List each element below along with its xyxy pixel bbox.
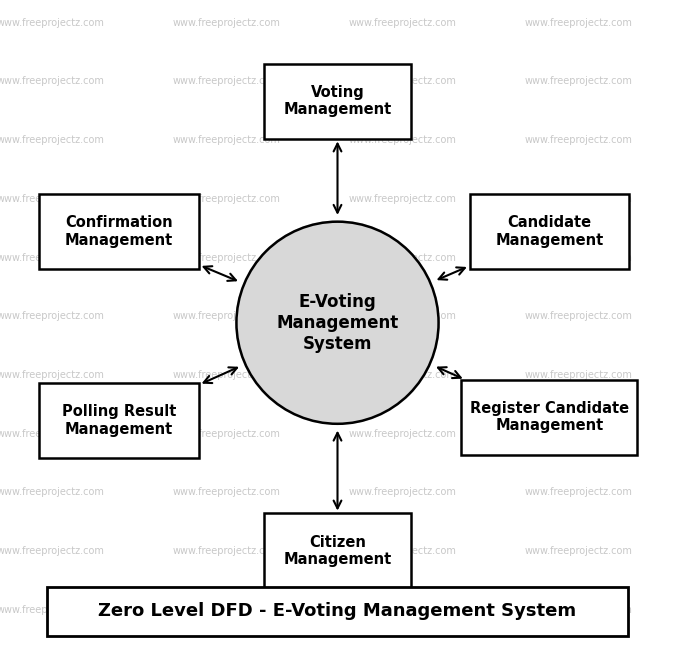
Text: www.freeprojectz.com: www.freeprojectz.com [349,428,456,439]
Text: www.freeprojectz.com: www.freeprojectz.com [349,18,456,28]
Text: www.freeprojectz.com: www.freeprojectz.com [349,76,456,87]
Text: www.freeprojectz.com: www.freeprojectz.com [173,428,281,439]
Text: www.freeprojectz.com: www.freeprojectz.com [524,546,632,556]
Text: www.freeprojectz.com: www.freeprojectz.com [173,252,281,263]
Text: www.freeprojectz.com: www.freeprojectz.com [0,546,105,556]
Text: www.freeprojectz.com: www.freeprojectz.com [349,311,456,321]
Text: www.freeprojectz.com: www.freeprojectz.com [524,76,632,87]
Text: www.freeprojectz.com: www.freeprojectz.com [173,194,281,204]
Text: www.freeprojectz.com: www.freeprojectz.com [173,546,281,556]
Text: www.freeprojectz.com: www.freeprojectz.com [524,604,632,615]
Text: www.freeprojectz.com: www.freeprojectz.com [349,546,456,556]
FancyBboxPatch shape [470,194,629,269]
FancyBboxPatch shape [462,379,637,455]
Text: www.freeprojectz.com: www.freeprojectz.com [173,370,281,380]
Text: www.freeprojectz.com: www.freeprojectz.com [349,370,456,380]
Text: www.freeprojectz.com: www.freeprojectz.com [173,18,281,28]
Text: www.freeprojectz.com: www.freeprojectz.com [0,135,105,145]
Text: www.freeprojectz.com: www.freeprojectz.com [173,76,281,87]
Text: Zero Level DFD - E-Voting Management System: Zero Level DFD - E-Voting Management Sys… [99,602,576,620]
Text: Confirmation
Management: Confirmation Management [65,215,173,248]
Text: www.freeprojectz.com: www.freeprojectz.com [0,487,105,497]
Text: www.freeprojectz.com: www.freeprojectz.com [173,311,281,321]
Text: www.freeprojectz.com: www.freeprojectz.com [0,76,105,87]
Text: www.freeprojectz.com: www.freeprojectz.com [173,604,281,615]
Text: www.freeprojectz.com: www.freeprojectz.com [0,311,105,321]
Text: www.freeprojectz.com: www.freeprojectz.com [524,194,632,204]
Text: www.freeprojectz.com: www.freeprojectz.com [524,428,632,439]
Text: www.freeprojectz.com: www.freeprojectz.com [524,487,632,497]
Text: Candidate
Management: Candidate Management [495,215,603,248]
Text: www.freeprojectz.com: www.freeprojectz.com [349,252,456,263]
Text: www.freeprojectz.com: www.freeprojectz.com [173,487,281,497]
Text: www.freeprojectz.com: www.freeprojectz.com [349,604,456,615]
Text: www.freeprojectz.com: www.freeprojectz.com [524,370,632,380]
Text: www.freeprojectz.com: www.freeprojectz.com [524,135,632,145]
Text: www.freeprojectz.com: www.freeprojectz.com [524,18,632,28]
Text: www.freeprojectz.com: www.freeprojectz.com [0,18,105,28]
Text: www.freeprojectz.com: www.freeprojectz.com [349,487,456,497]
Text: E-Voting
Management
System: E-Voting Management System [276,293,399,353]
FancyBboxPatch shape [39,194,199,269]
Text: www.freeprojectz.com: www.freeprojectz.com [524,252,632,263]
Text: www.freeprojectz.com: www.freeprojectz.com [0,604,105,615]
FancyBboxPatch shape [47,587,628,636]
Text: www.freeprojectz.com: www.freeprojectz.com [173,135,281,145]
Text: www.freeprojectz.com: www.freeprojectz.com [0,252,105,263]
Text: www.freeprojectz.com: www.freeprojectz.com [0,428,105,439]
Text: www.freeprojectz.com: www.freeprojectz.com [0,370,105,380]
Text: Citizen
Management: Citizen Management [284,535,392,567]
Text: Voting
Management: Voting Management [284,85,392,117]
Circle shape [236,222,439,424]
Text: www.freeprojectz.com: www.freeprojectz.com [349,135,456,145]
FancyBboxPatch shape [39,383,199,458]
Text: www.freeprojectz.com: www.freeprojectz.com [349,194,456,204]
Text: www.freeprojectz.com: www.freeprojectz.com [524,311,632,321]
Text: Register Candidate
Management: Register Candidate Management [470,401,629,434]
Text: www.freeprojectz.com: www.freeprojectz.com [0,194,105,204]
FancyBboxPatch shape [264,514,411,588]
FancyBboxPatch shape [264,64,411,139]
Text: Polling Result
Management: Polling Result Management [62,404,176,437]
